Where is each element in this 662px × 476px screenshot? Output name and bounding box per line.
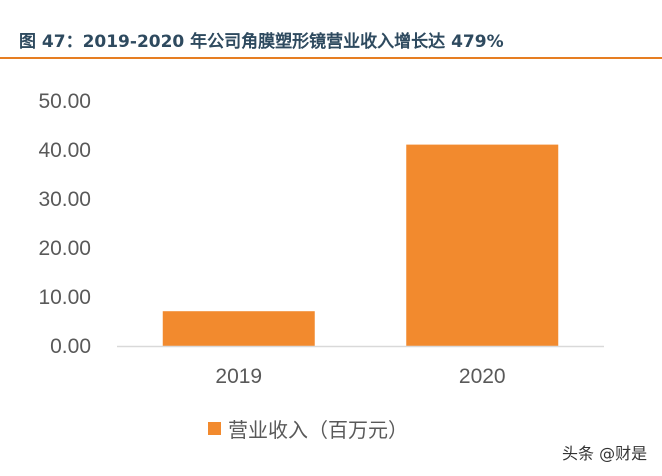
- legend-swatch: [208, 421, 221, 435]
- source-watermark: 头条 @财是: [562, 444, 648, 463]
- chart-legend: 营业收入（百万元）: [208, 414, 408, 442]
- y-tick-label: 10.00: [38, 286, 91, 309]
- y-tick-label: 0.00: [50, 335, 91, 358]
- title-divider: [0, 57, 662, 59]
- figure-title: 图 47：2019-2020 年公司角膜塑形镜营业收入增长达 479%: [19, 32, 504, 52]
- y-tick-label: 40.00: [38, 139, 91, 162]
- bar-2020: [406, 144, 559, 346]
- y-tick-label: 30.00: [38, 188, 91, 211]
- bar-2019: [162, 311, 315, 346]
- y-tick-label: 50.00: [38, 90, 91, 113]
- legend-label: 营业收入（百万元）: [228, 417, 408, 442]
- y-tick-label: 20.00: [38, 237, 91, 260]
- figure-header: 图 47：2019-2020 年公司角膜塑形镜营业收入增长达 479%: [0, 0, 662, 60]
- x-tick-label: 2020: [459, 365, 506, 388]
- x-tick-label: 2019: [215, 365, 262, 388]
